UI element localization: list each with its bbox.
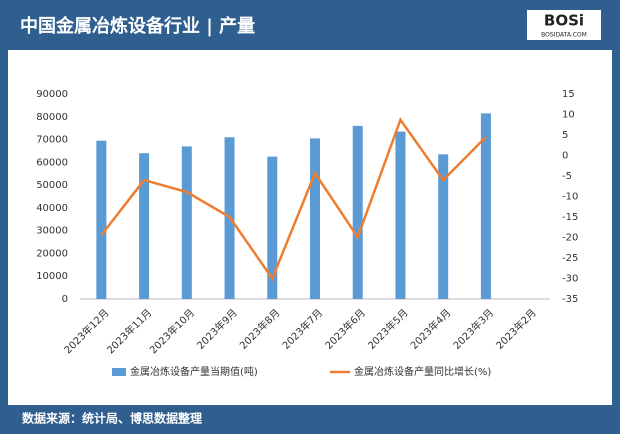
y-tick-label: 0	[62, 294, 68, 305]
bar	[267, 156, 278, 299]
y2-tick-label: -5	[562, 171, 572, 182]
y2-tick-label: 15	[562, 89, 575, 100]
bar	[438, 154, 449, 299]
y2-tick-label: -15	[562, 212, 578, 223]
bar	[181, 146, 192, 299]
y2-tick-label: -35	[562, 294, 578, 305]
line	[100, 117, 487, 282]
y2-tick-label: 10	[562, 110, 575, 121]
y2-tick-label: -20	[562, 233, 578, 244]
y2-tick-label: 5	[562, 130, 568, 141]
legend-label: 金属冶炼设备产量同比增长(%)	[354, 365, 491, 378]
y2-tick-label: 0	[562, 151, 568, 162]
y-tick-label: 40000	[36, 203, 68, 214]
y-tick-label: 90000	[36, 89, 68, 100]
y2-tick-label: -25	[562, 253, 578, 264]
source: 数据来源：统计局、博思数据整理	[22, 411, 202, 426]
y-tick-label: 80000	[36, 112, 68, 123]
y-tick-label: 60000	[36, 157, 68, 168]
bar	[96, 140, 107, 299]
y-tick-label: 50000	[36, 180, 68, 191]
y-tick-label: 70000	[36, 135, 68, 146]
bar	[139, 153, 150, 299]
y-tick-label: 20000	[36, 248, 68, 259]
logo-sub: BOSIDATA.COM	[541, 32, 587, 39]
bar	[395, 131, 406, 299]
bar	[310, 138, 320, 299]
logo: BOSi	[544, 12, 584, 30]
legend-label: 金属冶炼设备产量当期值(吨)	[130, 365, 258, 378]
y-tick-label: 10000	[36, 271, 68, 282]
y2-tick-label: -10	[562, 192, 578, 203]
legend-swatch	[112, 368, 126, 376]
y2-tick-label: -30	[562, 274, 578, 285]
logo-box	[527, 10, 601, 40]
bar	[480, 113, 491, 299]
page-title: 中国金属冶炼设备行业 | 产量	[20, 15, 255, 37]
bar	[352, 125, 363, 299]
y-tick-label: 30000	[36, 226, 68, 237]
